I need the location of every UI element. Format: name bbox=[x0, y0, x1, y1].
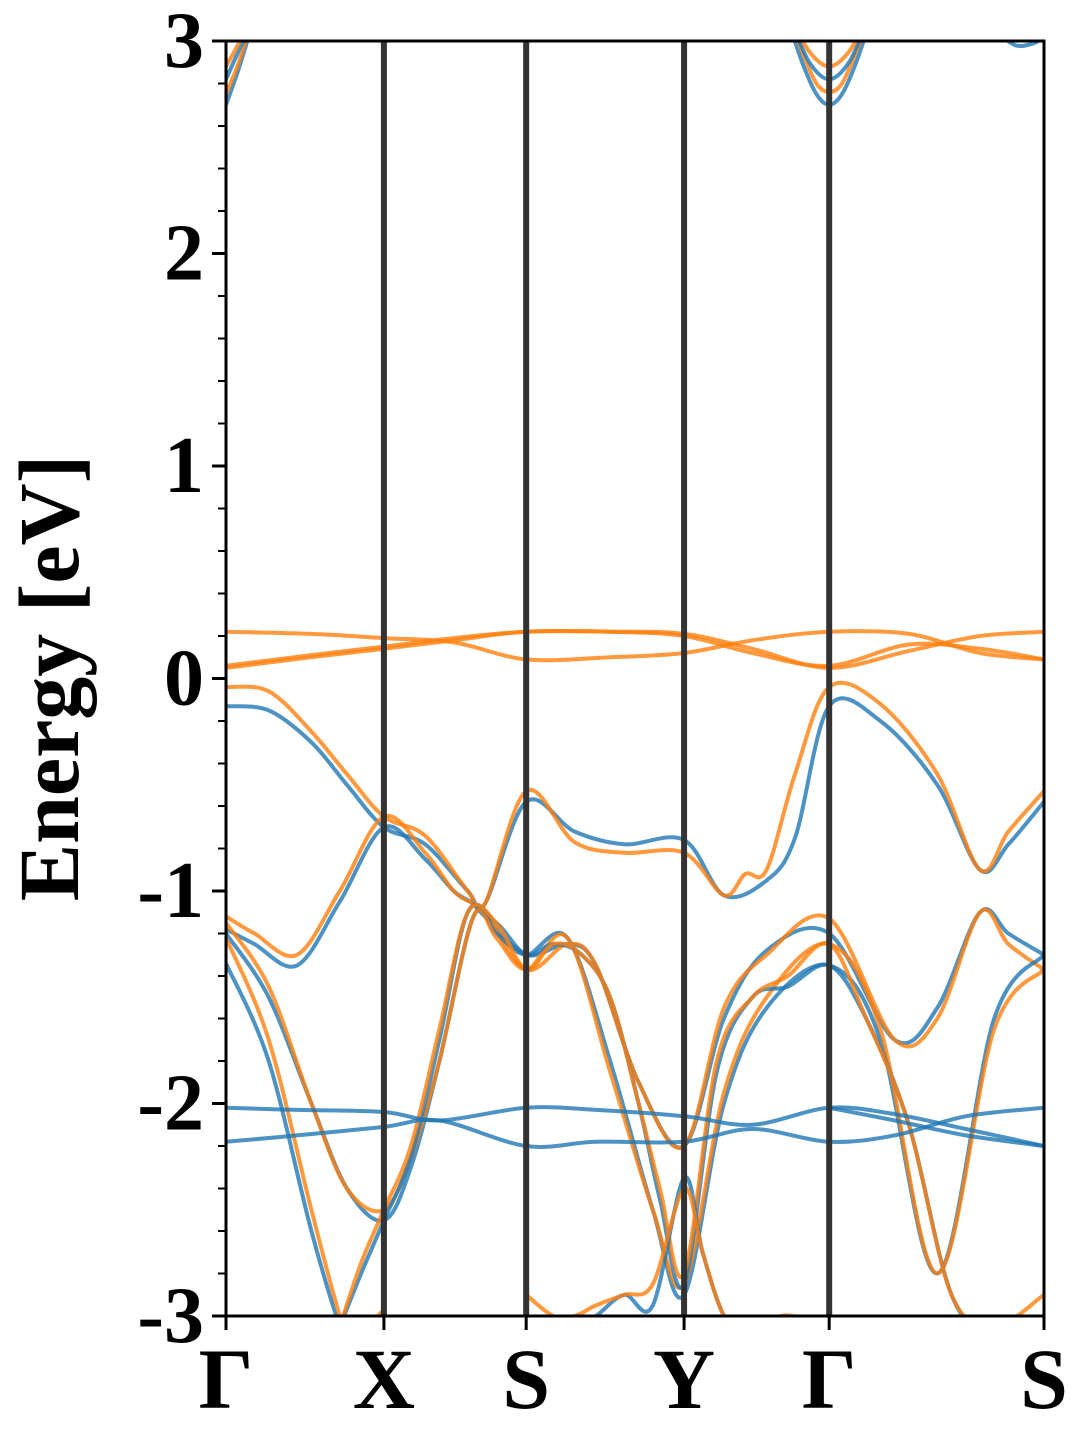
y-tick-label: -2 bbox=[137, 1060, 204, 1148]
y-axis-ticks: 3 2 1 0 -1 -2 -3 bbox=[137, 0, 226, 1360]
band-line-orange-19 bbox=[226, 41, 248, 97]
band-line-orange-15 bbox=[226, 629, 1044, 663]
band-lines bbox=[226, 41, 1044, 1316]
band-line-orange-3 bbox=[226, 813, 1044, 1150]
band-line-orange-11 bbox=[524, 1186, 803, 1316]
x-tick-label-1: X bbox=[353, 1331, 415, 1427]
band-line-blue-20 bbox=[226, 41, 246, 82]
x-tick-label-0: Γ bbox=[199, 1331, 254, 1427]
band-line-blue-14 bbox=[827, 1105, 1044, 1148]
y-tick-label: -3 bbox=[137, 1272, 204, 1360]
band-line-blue-6 bbox=[226, 961, 386, 1316]
y-tick-label: 0 bbox=[164, 635, 204, 723]
y-tick-label: -1 bbox=[137, 847, 204, 935]
y-tick-label: 2 bbox=[164, 210, 204, 298]
band-line-blue-26 bbox=[1004, 41, 1042, 49]
kpoint-divider-lines bbox=[380, 41, 833, 1316]
y-tick-label: 3 bbox=[164, 0, 204, 85]
x-tick-label-5: S bbox=[1020, 1331, 1068, 1427]
x-tick-label-4: Γ bbox=[802, 1331, 857, 1427]
y-axis-label: Energy [eV] bbox=[1, 455, 97, 902]
band-line-orange-9 bbox=[341, 903, 1044, 1316]
band-line-orange-5 bbox=[226, 907, 1044, 1290]
band-line-orange-21 bbox=[226, 41, 243, 69]
band-line-blue-13 bbox=[226, 1105, 1044, 1149]
x-tick-label-3: Y bbox=[653, 1331, 715, 1427]
band-line-orange-1 bbox=[226, 680, 1044, 913]
band-line-blue-12 bbox=[226, 1105, 1044, 1148]
x-tick-label-2: S bbox=[502, 1331, 550, 1427]
band-line-blue-0 bbox=[226, 696, 1044, 912]
y-tick-label: 1 bbox=[164, 422, 204, 510]
band-line-orange-17 bbox=[226, 629, 1044, 668]
band-line-orange-7 bbox=[226, 935, 386, 1316]
